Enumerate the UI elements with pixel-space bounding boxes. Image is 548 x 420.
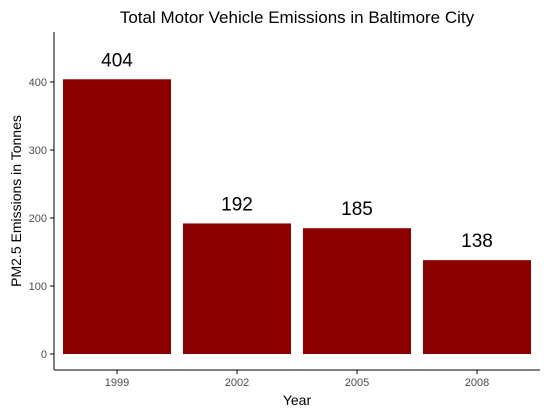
bar-2005: [303, 228, 411, 354]
x-tick-label-2005: 2005: [345, 377, 369, 389]
chart-title: Total Motor Vehicle Emissions in Baltimo…: [120, 8, 475, 27]
data-label-2005: 185: [341, 199, 373, 220]
x-axis-label: Year: [283, 392, 312, 408]
y-tick-label-100: 100: [29, 281, 47, 293]
x-ticks-group: 1999 2002 2005 2008: [105, 370, 489, 389]
x-tick-label-1999: 1999: [105, 377, 129, 389]
bar-2008: [423, 260, 531, 354]
data-label-1999: 404: [101, 50, 133, 71]
y-ticks-group: 0 100 200 300 400: [29, 77, 54, 361]
x-tick-label-2002: 2002: [225, 377, 249, 389]
y-axis-label: PM2.5 Emissions in Tonnes: [8, 115, 24, 287]
y-tick-label-300: 300: [29, 145, 47, 157]
y-tick-label-400: 400: [29, 77, 47, 89]
data-label-2002: 192: [221, 194, 253, 215]
bar-1999: [63, 79, 171, 354]
y-tick-label-200: 200: [29, 213, 47, 225]
bar-2002: [183, 223, 291, 354]
bars-group: [63, 79, 531, 354]
data-label-2008: 138: [461, 231, 493, 252]
x-tick-label-2008: 2008: [465, 377, 489, 389]
data-labels-group: 404 192 185 138: [101, 50, 493, 252]
y-tick-label-0: 0: [41, 349, 47, 361]
